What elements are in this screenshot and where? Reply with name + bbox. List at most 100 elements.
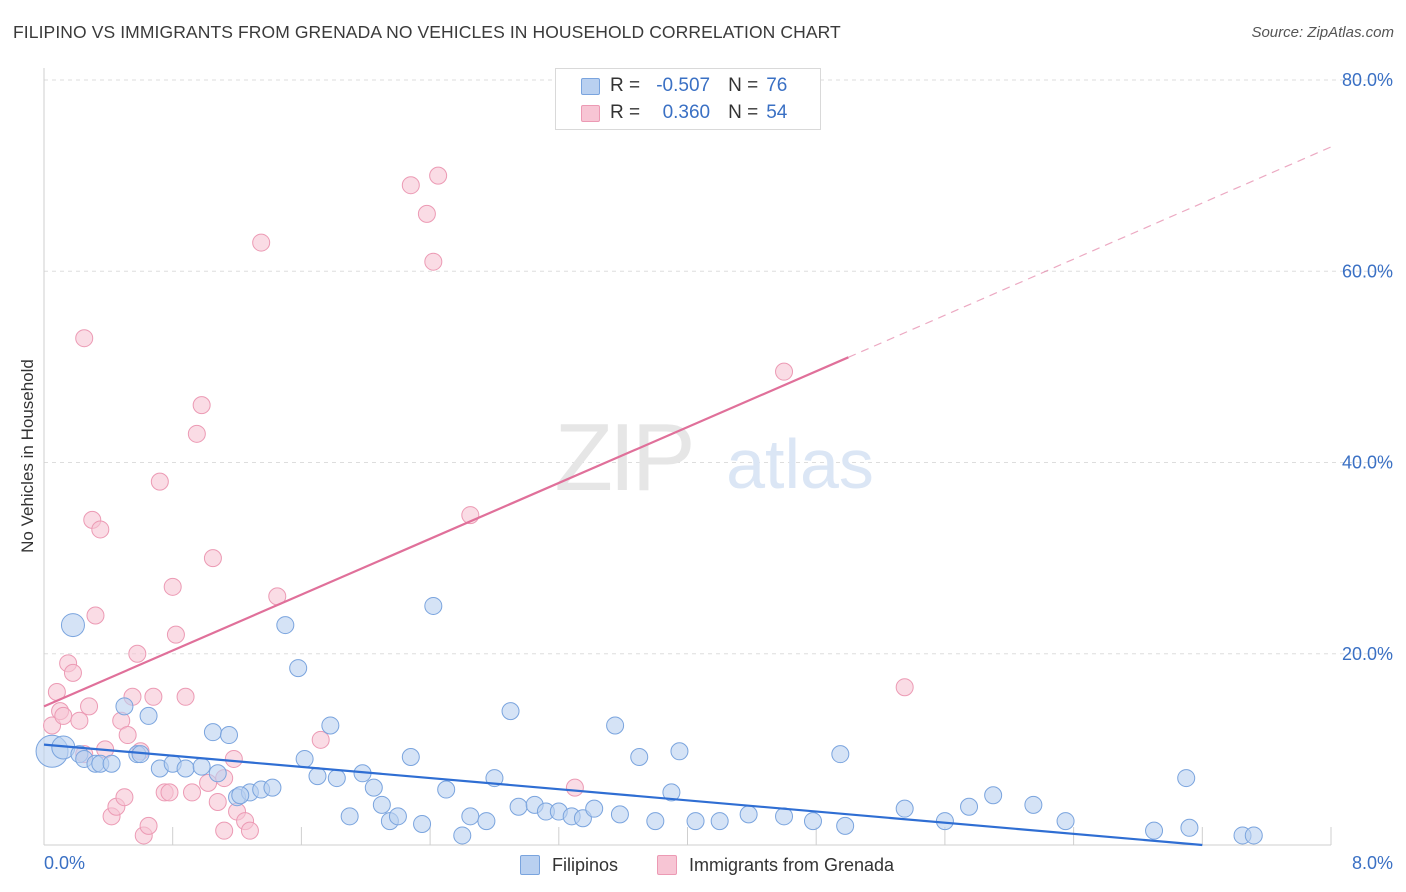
filipino-point [686, 812, 705, 831]
filipino-point [453, 826, 472, 845]
filipino-point [610, 805, 629, 824]
watermark-zip: ZIP [554, 404, 691, 511]
legend-r-label: R = [610, 102, 641, 123]
trend-lines [43, 146, 1332, 847]
grenada-point [86, 606, 105, 625]
grenada-point [775, 362, 794, 381]
y-tick-label: 80.0% [1342, 70, 1393, 90]
grenada-point [424, 252, 443, 271]
grenada-point [128, 644, 147, 663]
filipino-points [35, 596, 1263, 845]
legend-swatch-pink [581, 104, 600, 122]
grenada-point [150, 472, 169, 491]
chart-title: FILIPINO VS IMMIGRANTS FROM GRENADA NO V… [13, 22, 841, 42]
filipino-point [60, 613, 85, 638]
grenada-point [417, 204, 436, 223]
filipino-point [836, 816, 855, 835]
x-tick-label: 0.0% [44, 853, 85, 873]
bottom-legend-grenada: Immigrants from Grenada [657, 853, 894, 877]
filipino-point [831, 745, 850, 764]
filipino-point [388, 807, 407, 826]
grenada-point [224, 749, 243, 768]
filipino-trend-line [43, 743, 1203, 847]
bottom-legend-swatch-blue [520, 855, 540, 875]
grenada-point [565, 778, 584, 797]
grenada-point [144, 687, 163, 706]
filipino-point [340, 807, 359, 826]
grenada-point [895, 678, 914, 697]
grenada-point [176, 687, 195, 706]
filipino-point [413, 814, 432, 833]
grenada-point [118, 726, 137, 745]
grenada-point [187, 424, 206, 443]
grenada-point [203, 549, 222, 568]
grenada-point [160, 783, 179, 802]
filipino-point [670, 742, 689, 761]
y-tick-label: 60.0% [1342, 261, 1393, 281]
grenada-point [163, 577, 182, 596]
legend-row-grenada: R = 0.360 N = 54 [581, 100, 787, 126]
grenada-point [63, 663, 82, 682]
filipino-point [585, 799, 604, 818]
legend-r-value: -0.507 [656, 75, 711, 96]
filipino-point [295, 749, 314, 768]
tick-labels: 20.0% 40.0% 60.0% 80.0% 0.0% 8.0% [44, 70, 1393, 873]
grenada-point [208, 792, 227, 811]
filipino-point [1244, 826, 1263, 845]
filipino-point [203, 723, 222, 742]
filipino-point [424, 596, 443, 615]
filipino-point [984, 786, 1003, 805]
filipino-point [710, 812, 729, 831]
filipino-point [327, 769, 346, 788]
bottom-legend-label: Immigrants from Grenada [689, 854, 895, 875]
grenada-point [429, 166, 448, 185]
grenada-point [166, 625, 185, 644]
source-label: Source: ZipAtlas.com [1251, 24, 1394, 41]
legend-n-value: 76 [766, 75, 788, 96]
bottom-legend-swatch-pink [657, 855, 677, 875]
grenada-trend-line [43, 356, 849, 708]
x-tick-label: 8.0% [1352, 853, 1393, 873]
filipino-point [461, 807, 480, 826]
legend-swatch-blue [581, 77, 600, 95]
grenada-point [91, 520, 110, 539]
filipino-point [139, 706, 158, 725]
filipino-point [775, 807, 794, 826]
filipino-point [803, 812, 822, 831]
grenada-point [139, 816, 158, 835]
filipino-point [960, 797, 979, 816]
filipino-point [646, 812, 665, 831]
axes [43, 68, 1332, 846]
filipino-point [1177, 769, 1196, 788]
filipino-point [176, 759, 195, 778]
bottom-legend-label: Filipinos [552, 854, 619, 875]
filipino-point [372, 795, 391, 814]
grenada-point [401, 176, 420, 195]
bottom-legend-filipinos: Filipinos [520, 853, 618, 877]
grenada-point [183, 783, 202, 802]
filipino-point [289, 659, 308, 678]
grenada-point [252, 233, 271, 252]
filipino-point [1180, 818, 1199, 837]
filipino-point [509, 797, 528, 816]
filipino-point [1056, 812, 1075, 831]
grenada-point [192, 396, 211, 415]
filipino-point [895, 799, 914, 818]
filipino-point [606, 716, 625, 735]
grenada-point [311, 730, 330, 749]
filipino-point [102, 754, 121, 773]
filipino-point [192, 757, 211, 776]
filipino-point [662, 783, 681, 802]
filipino-point [630, 748, 649, 767]
filipino-point [401, 748, 420, 767]
grenada-point [215, 821, 234, 840]
gridlines [44, 79, 1391, 655]
y-tick-label: 20.0% [1342, 644, 1393, 664]
filipino-point [1145, 821, 1164, 840]
filipino-point [321, 716, 340, 735]
filipino-point [220, 726, 239, 745]
filipino-point [739, 805, 758, 824]
filipino-point [1024, 795, 1043, 814]
correlation-legend: R = -0.507 N = 76 R = 0.360 N = 54 [555, 68, 821, 130]
filipino-point [364, 778, 383, 797]
